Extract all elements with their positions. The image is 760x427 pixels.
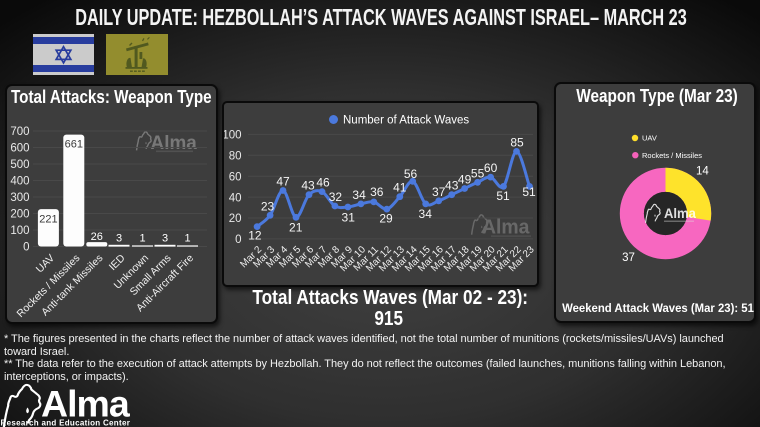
- svg-text:51: 51: [522, 185, 536, 199]
- svg-text:41: 41: [393, 181, 407, 195]
- svg-text:55: 55: [471, 166, 485, 180]
- svg-text:1: 1: [139, 233, 145, 245]
- svg-text:661: 661: [65, 139, 83, 151]
- svg-text:100: 100: [10, 225, 29, 237]
- svg-text:37: 37: [432, 185, 446, 199]
- svg-text:56: 56: [404, 167, 418, 181]
- svg-text:23: 23: [261, 199, 275, 213]
- svg-text:51: 51: [496, 189, 510, 203]
- svg-text:0: 0: [23, 242, 29, 254]
- svg-text:85: 85: [510, 135, 524, 149]
- svg-text:40: 40: [229, 192, 242, 204]
- svg-text:49: 49: [458, 173, 472, 187]
- svg-text:20: 20: [229, 213, 242, 225]
- svg-text:34: 34: [419, 207, 433, 221]
- svg-text:46: 46: [316, 176, 330, 190]
- svg-text:Alma: Alma: [482, 216, 530, 238]
- svg-text:Alma: Alma: [41, 383, 131, 425]
- svg-text:21: 21: [289, 221, 303, 235]
- svg-text:300: 300: [10, 192, 29, 204]
- svg-text:31: 31: [342, 211, 356, 225]
- svg-text:600: 600: [10, 143, 29, 155]
- svg-text:Rockets / Missiles: Rockets / Missiles: [642, 151, 702, 160]
- svg-text:43: 43: [301, 179, 315, 193]
- svg-text:12: 12: [248, 228, 262, 242]
- svg-text:Alma: Alma: [664, 206, 697, 221]
- svg-text:Research and Education Center: Research and Education Center: [1, 418, 131, 427]
- svg-text:400: 400: [10, 176, 29, 188]
- svg-text:100: 100: [224, 130, 242, 142]
- svg-text:80: 80: [229, 151, 242, 163]
- svg-text:43: 43: [445, 179, 459, 193]
- svg-text:37: 37: [622, 252, 635, 264]
- svg-text:200: 200: [10, 209, 29, 221]
- svg-text:47: 47: [276, 174, 290, 188]
- svg-text:26: 26: [91, 231, 103, 243]
- svg-text:60: 60: [229, 171, 242, 183]
- svg-text:29: 29: [379, 212, 393, 226]
- svg-text:32: 32: [329, 190, 343, 204]
- svg-text:60: 60: [484, 161, 498, 175]
- svg-text:14: 14: [696, 166, 709, 178]
- svg-text:UAV: UAV: [642, 134, 657, 143]
- svg-text:3: 3: [116, 233, 122, 245]
- svg-text:Number of Attack Waves: Number of Attack Waves: [343, 115, 469, 127]
- svg-text:700: 700: [10, 126, 29, 138]
- svg-text:34: 34: [352, 188, 366, 202]
- svg-text:0: 0: [235, 234, 241, 246]
- svg-text:3: 3: [162, 233, 168, 245]
- svg-text:500: 500: [10, 159, 29, 171]
- svg-text:1: 1: [184, 233, 190, 245]
- svg-text:Alma: Alma: [151, 133, 198, 154]
- svg-text:36: 36: [370, 185, 384, 199]
- svg-text:221: 221: [39, 214, 57, 226]
